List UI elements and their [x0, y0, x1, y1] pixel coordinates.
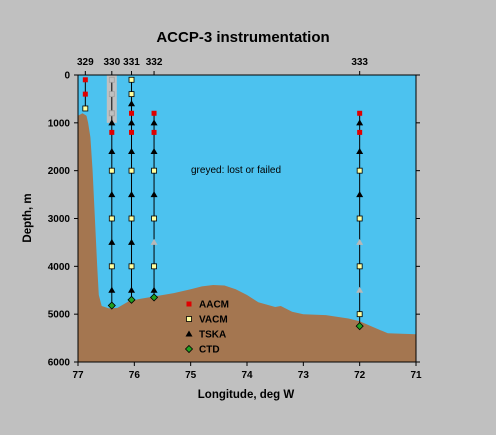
mooring-label-329: 329 — [77, 57, 94, 68]
x-axis-label: Longitude, deg W — [198, 389, 295, 401]
instrument-tska-332 — [150, 238, 158, 245]
instrument-tska-331 — [128, 286, 136, 293]
instrument-vacm-333 — [356, 215, 363, 222]
legend-label-tska: TSKA — [199, 330, 226, 341]
mooring-label-333: 333 — [351, 57, 368, 68]
mooring-labels: 329 330 331 332 333 — [77, 57, 368, 75]
x-tick-label: 76 — [129, 370, 141, 381]
legend-marker-aacm — [186, 301, 192, 307]
instrument-ctd-333 — [355, 322, 364, 331]
instrument-vacm-331 — [128, 263, 135, 270]
instrument-tska-330 — [108, 286, 116, 293]
legend-label-aacm: AACM — [199, 300, 229, 311]
instrument-aacm-329 — [82, 91, 88, 97]
mooring-label-332: 332 — [146, 57, 163, 68]
mooring-label-331: 331 — [123, 57, 140, 68]
plot-area — [77, 74, 417, 363]
instrument-tska-332 — [150, 191, 158, 198]
instrument-tska-331 — [128, 100, 136, 107]
instrument-tska-330 — [108, 238, 116, 245]
instrument-tska-333 — [356, 238, 364, 245]
instrument-tska-330 — [108, 191, 116, 198]
instrument-aacm-331 — [129, 110, 135, 116]
instrument-vacm-330 — [108, 215, 115, 222]
instrument-vacm-333 — [356, 263, 363, 270]
instrument-aacm-333 — [357, 110, 363, 116]
instrument-aacm-332 — [151, 110, 157, 116]
instrument-tska-332 — [150, 286, 158, 293]
mooring-331 — [127, 76, 136, 304]
x-tick-label: 72 — [354, 370, 366, 381]
y-axis: 0 1000 2000 3000 4000 5000 6000 — [48, 71, 420, 369]
mooring-329 — [82, 77, 89, 112]
annotation-greyed: greyed: lost or failed — [191, 165, 281, 176]
instrument-vacm-332 — [151, 263, 157, 270]
instrument-vacm-331 — [128, 167, 135, 174]
instrument-vacm-330 — [108, 91, 115, 98]
y-tick-label: 5000 — [48, 310, 71, 321]
instrument-aacm-330 — [109, 129, 115, 135]
y-tick-label: 2000 — [48, 166, 71, 177]
y-tick-label: 1000 — [48, 118, 71, 129]
instrument-aacm-333 — [357, 129, 363, 135]
instrument-tska-333 — [356, 148, 364, 155]
mooring-label-330: 330 — [103, 57, 120, 68]
mooring-333 — [355, 110, 364, 331]
instrument-vacm-329 — [82, 105, 89, 112]
instrument-tska-331 — [128, 148, 136, 155]
mooring-layer — [82, 76, 364, 331]
y-tick-label: 3000 — [48, 214, 71, 225]
instrument-tska-331 — [128, 238, 136, 245]
instrument-vacm-333 — [356, 167, 363, 174]
instrument-vacm-333 — [356, 311, 363, 318]
instrument-tska-331 — [128, 191, 136, 198]
instrument-tska-330 — [108, 148, 116, 155]
legend-label-vacm: VACM — [199, 315, 228, 326]
instrument-aacm-330 — [108, 110, 115, 117]
y-tick-label: 0 — [64, 71, 70, 82]
instrument-vacm-331 — [128, 215, 135, 222]
seafloor-bathymetry — [78, 113, 416, 362]
instrument-tska-332 — [150, 148, 158, 155]
legend-marker-vacm — [186, 316, 192, 322]
instrument-vacm-331 — [128, 76, 135, 83]
legend-label-ctd: CTD — [199, 345, 220, 356]
instrument-ctd-332 — [149, 293, 159, 302]
x-tick-label: 71 — [410, 370, 422, 381]
x-tick-label: 73 — [298, 370, 310, 381]
y-axis-label: Depth, m — [22, 193, 34, 242]
instrument-vacm-332 — [151, 167, 157, 174]
instrument-aacm-332 — [151, 129, 157, 135]
instrument-tska-333 — [356, 191, 364, 198]
legend: AACM VACM TSKA CTD — [184, 300, 229, 356]
instrument-tska-331 — [128, 119, 136, 126]
x-tick-label: 75 — [185, 370, 197, 381]
instrument-tska-332 — [150, 119, 158, 126]
instrument-tska-330 — [108, 119, 116, 126]
instrument-vacm-332 — [151, 215, 157, 222]
chart-title: ACCP-3 instrumentation — [156, 29, 329, 46]
y-tick-label: 4000 — [48, 262, 71, 273]
instrument-aacm-329 — [82, 77, 88, 83]
instrument-vacm-330 — [108, 263, 115, 270]
instrument-aacm-331 — [129, 129, 135, 135]
instrument-ctd-331 — [127, 295, 136, 304]
instrument-vacm-330 — [108, 167, 115, 174]
mooring-332 — [149, 110, 159, 302]
instrument-tska-333 — [356, 119, 364, 126]
instrument-tska-333 — [356, 286, 364, 293]
x-tick-label: 77 — [72, 370, 84, 381]
mooring-330 — [107, 76, 116, 310]
legend-marker-ctd — [184, 344, 194, 354]
instrument-vacm-331 — [128, 91, 135, 98]
y-tick-label: 6000 — [48, 358, 71, 369]
instrument-ctd-330 — [107, 301, 116, 310]
x-tick-label: 74 — [241, 370, 253, 381]
instrument-vacm-330 — [108, 76, 115, 83]
x-axis: 77 76 75 74 73 72 71 — [72, 362, 422, 381]
legend-marker-tska — [185, 330, 193, 337]
